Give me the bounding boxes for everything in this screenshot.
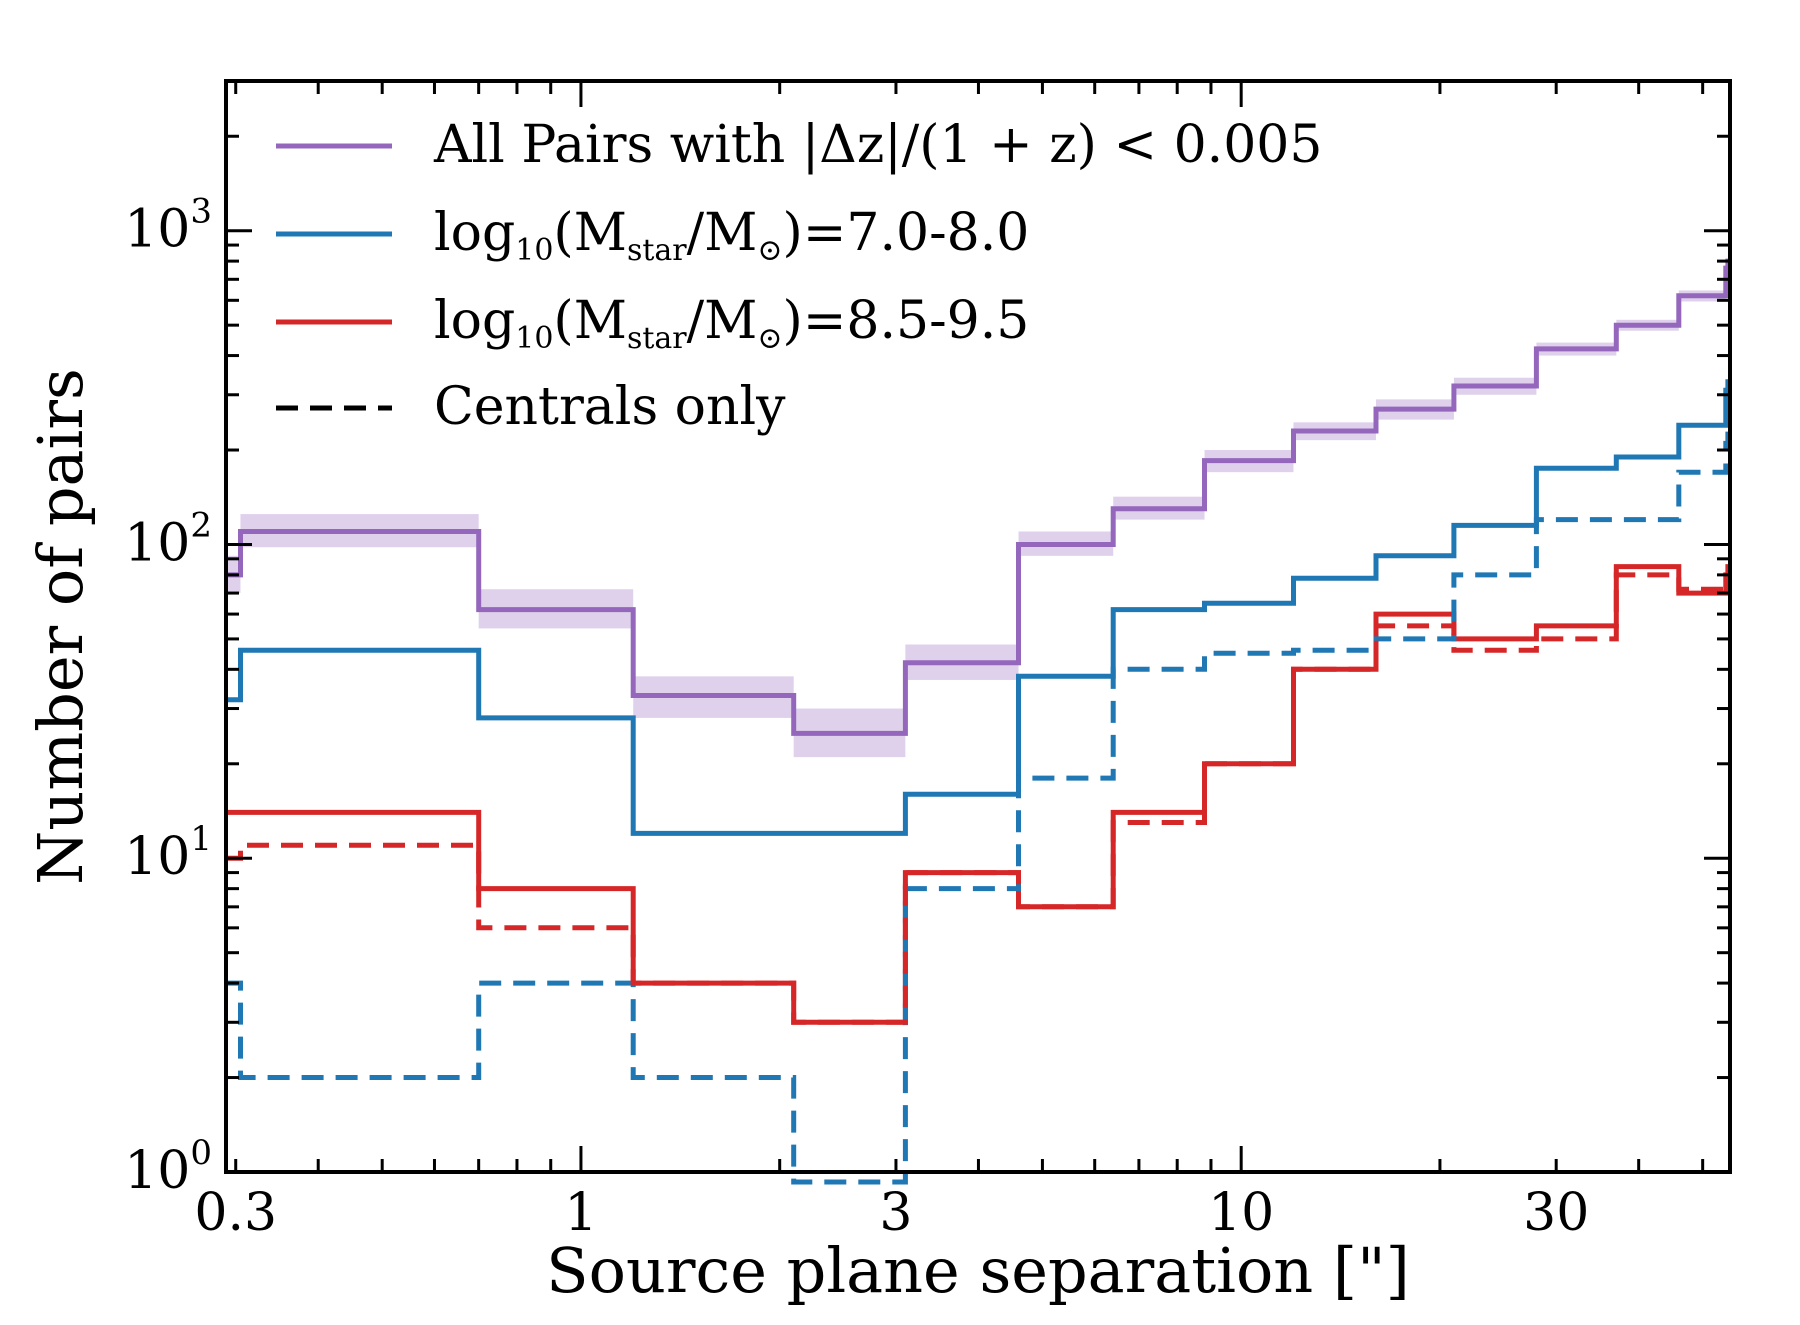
- legend-entry-text: Centrals only: [434, 377, 786, 437]
- y-tick-label: 101: [124, 819, 212, 887]
- x-tick-label: 30: [1523, 1183, 1589, 1243]
- y-axis-title: Number of pairs: [24, 368, 97, 885]
- y-tick-label: 102: [124, 505, 212, 573]
- series-3-line: [226, 428, 1731, 1185]
- x-tick-label: 1: [564, 1183, 597, 1243]
- y-tick-label: 103: [124, 192, 212, 260]
- series-1-line: [226, 379, 1731, 836]
- legend: All Pairs with |Δz|/(1 + z) < 0.005 log10…: [276, 115, 1322, 437]
- series-lines: [226, 258, 1731, 1185]
- x-tick-label: 10: [1208, 1183, 1274, 1243]
- y-tick-label: 100: [124, 1133, 212, 1201]
- legend-entry-text: All Pairs with |Δz|/(1 + z) < 0.005: [433, 115, 1322, 175]
- axes: 0.3 1 3 10 30 100 101 102 103 Source plane separa…: [24, 79, 1732, 1307]
- series-0-line: [226, 258, 1731, 736]
- x-axis-title: Source plane separation ["]: [546, 1234, 1410, 1307]
- x-tick-label: 3: [879, 1183, 912, 1243]
- series-4-line: [226, 572, 1730, 1025]
- legend-entry-text: log10(Mstar/M⊙)=7.0-8.0: [434, 203, 1029, 268]
- x-tick-label: 0.3: [194, 1183, 277, 1243]
- legend-entry-text: log10(Mstar/M⊙)=8.5-9.5: [434, 291, 1029, 356]
